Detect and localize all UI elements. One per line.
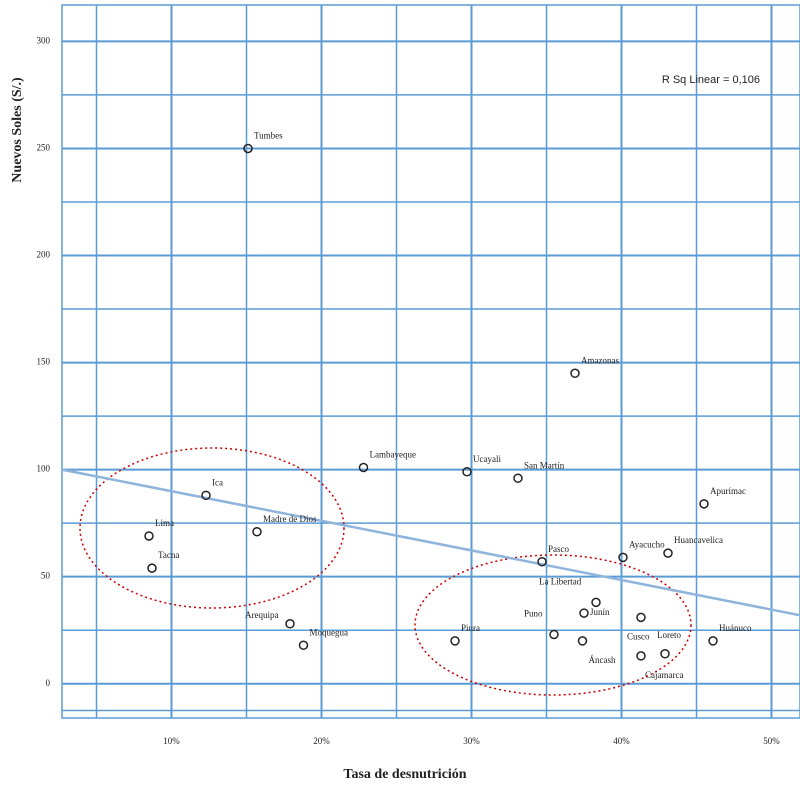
point-label: Cusco xyxy=(627,631,650,641)
point-label: San Martín xyxy=(524,460,565,470)
point xyxy=(636,612,646,623)
x-tick-label: 10% xyxy=(163,736,180,746)
point xyxy=(285,619,295,629)
y-tick-label: 100 xyxy=(37,464,51,474)
point-label: Ayacucho xyxy=(629,539,665,549)
point xyxy=(708,636,718,646)
point xyxy=(570,368,580,379)
point xyxy=(144,531,154,541)
r-squared-annotation: R Sq Linear = 0,106 xyxy=(662,74,760,86)
point-label: Arequipa xyxy=(245,610,279,620)
point xyxy=(699,499,709,509)
fit-line xyxy=(61,468,800,617)
point xyxy=(618,552,628,563)
point-label: La Libertad xyxy=(539,576,582,586)
x-tick-label: 50% xyxy=(763,736,780,746)
point xyxy=(298,640,309,650)
point-label: Amazonas xyxy=(581,355,619,365)
y-tick-label: 200 xyxy=(37,250,51,260)
x-tick-label: 20% xyxy=(313,736,330,746)
point-label: Ucayali xyxy=(473,454,501,464)
y-tick-label: 150 xyxy=(37,357,51,367)
y-tick-label: 300 xyxy=(37,35,51,45)
point-label: Junín xyxy=(590,607,610,617)
point xyxy=(243,143,253,154)
y-axis-title: Nuevos Soles (S/.) xyxy=(10,77,25,183)
y-tick-label: 250 xyxy=(37,143,51,153)
y-tick-label: 50 xyxy=(41,571,51,581)
x-tick-label: 30% xyxy=(463,736,480,746)
point-label: Huancavelica xyxy=(674,535,723,545)
point-label: Loreto xyxy=(657,630,681,640)
point-label: Ica xyxy=(212,477,223,487)
x-tick-label: 40% xyxy=(613,736,630,746)
highlight-ellipse xyxy=(79,447,345,609)
point xyxy=(636,651,646,661)
point-label: Madre de Dios xyxy=(263,514,317,524)
point xyxy=(450,636,460,646)
plot-frame xyxy=(61,4,800,719)
point xyxy=(577,636,588,646)
point-label: Pasco xyxy=(548,544,569,554)
point-label: Huánuco xyxy=(719,623,752,633)
point-label: Lambayeque xyxy=(370,450,416,460)
y-tick-label: 0 xyxy=(46,678,51,688)
highlight-ellipse xyxy=(414,554,692,696)
point-label: Tacna xyxy=(158,550,179,560)
point xyxy=(462,467,472,477)
point-label: Moquegua xyxy=(310,627,349,637)
point xyxy=(579,608,589,618)
point xyxy=(663,548,673,558)
point xyxy=(358,462,369,473)
point-label: Tumbes xyxy=(254,131,283,141)
x-axis-title: Tasa de desnutrición xyxy=(343,767,466,782)
point xyxy=(591,597,601,608)
point-label: Cajamarca xyxy=(645,670,683,680)
point-label: Piura xyxy=(461,623,480,633)
point-label: Puno xyxy=(524,609,543,619)
point-label: Apurímac xyxy=(710,486,746,496)
point-label: Áncash xyxy=(589,655,616,665)
point xyxy=(513,473,523,483)
point xyxy=(252,526,262,537)
point xyxy=(549,629,559,640)
point-label: Lima xyxy=(155,518,174,528)
grid xyxy=(62,5,800,718)
point xyxy=(201,490,211,501)
point xyxy=(660,649,670,659)
point xyxy=(147,563,157,573)
point xyxy=(537,556,547,567)
